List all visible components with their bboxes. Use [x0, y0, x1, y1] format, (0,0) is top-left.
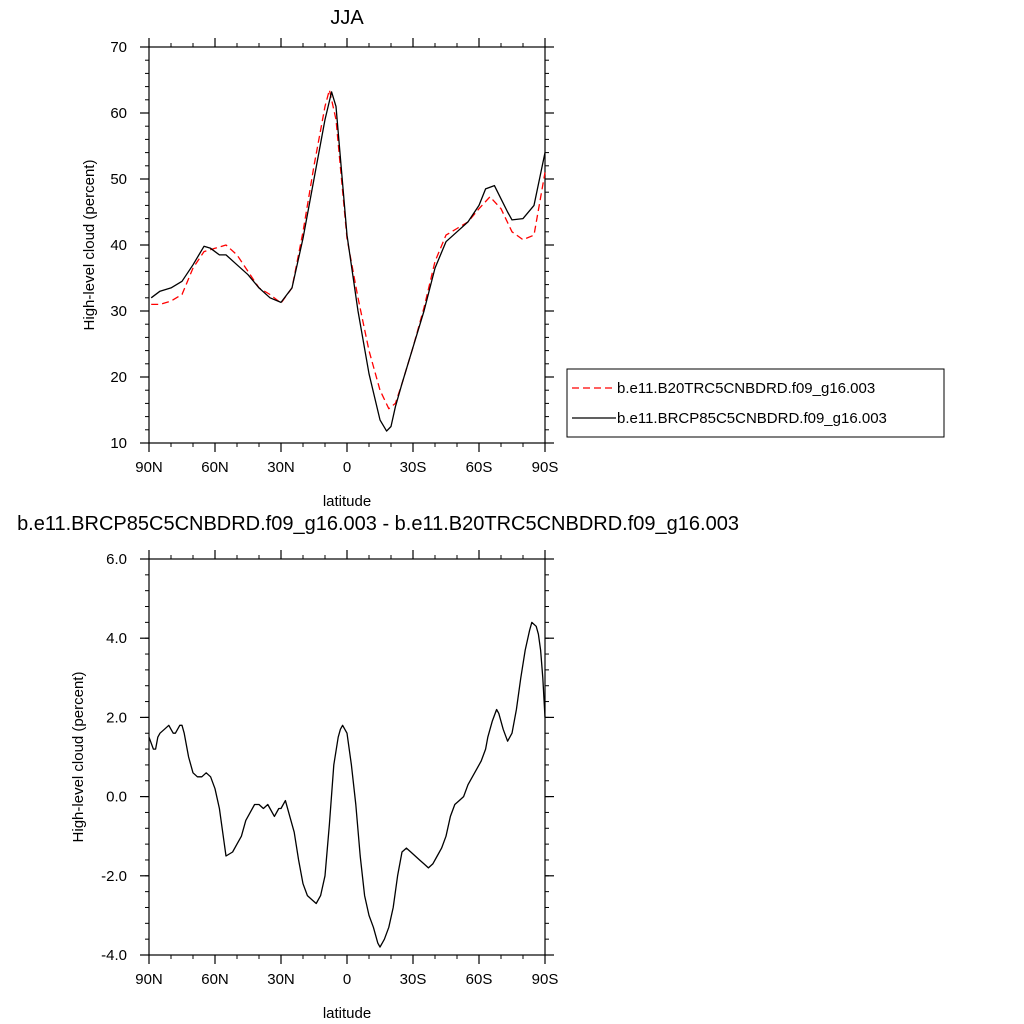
top-x-axis-label: latitude [323, 493, 371, 510]
bottom-x-axis-label: latitude [323, 1005, 371, 1022]
legend-box [566, 368, 945, 438]
bottom-x-tick-label: 0 [343, 971, 351, 988]
top-x-tick-label: 60S [466, 459, 493, 476]
bottom-panel: b.e11.BRCP85C5CNBDRD.f09_g16.003 - b.e11… [17, 513, 739, 1022]
bottom-y-axis-label: High-level cloud (percent) [70, 672, 87, 843]
top-y-tick-label: 20 [110, 369, 127, 386]
bottom-series-line-0 [148, 621, 546, 948]
top-x-tick-label: 90S [532, 459, 559, 476]
legend: b.e11.B20TRC5CNBDRD.f09_g16.003 b.e11.BR… [566, 368, 945, 438]
top-y-tick-label: 60 [110, 105, 127, 122]
top-panel: JJA 90N 60N 30N 0 30S 60S 90S 10 20 30 40 50 60 70 la… [81, 7, 945, 510]
top-plot-area: 90N 60N 30N 0 30S 60S 90S 10 20 30 40 50 60 70 [110, 38, 558, 476]
top-x-tick-label: 30S [400, 459, 427, 476]
bottom-x-tick-label: 30N [267, 971, 295, 988]
legend-label-historical: b.e11.B20TRC5CNBDRD.f09_g16.003 [617, 380, 875, 397]
bottom-y-tick-label: 4.0 [106, 630, 127, 647]
top-x-tick-label: 0 [343, 459, 351, 476]
top-x-tick-label: 60N [201, 459, 229, 476]
bottom-y-tick-label: 0.0 [106, 789, 127, 806]
top-y-tick-label: 50 [110, 171, 127, 188]
top-x-tick-label: 90N [135, 459, 163, 476]
bottom-y-tick-label: -2.0 [101, 868, 127, 885]
bottom-y-tick-label: -4.0 [101, 947, 127, 964]
bottom-chart-title: b.e11.BRCP85C5CNBDRD.f09_g16.003 - b.e11… [17, 513, 739, 535]
top-y-tick-label: 70 [110, 39, 127, 56]
top-chart-title: JJA [330, 7, 364, 29]
bottom-x-tick-label: 60N [201, 971, 229, 988]
bottom-y-tick-label: 2.0 [106, 709, 127, 726]
bottom-x-tick-label: 30S [400, 971, 427, 988]
top-series-line-1 [150, 91, 546, 432]
top-x-tick-label: 30N [267, 459, 295, 476]
top-y-axis-label: High-level cloud (percent) [81, 160, 98, 331]
bottom-x-tick-label: 90N [135, 971, 163, 988]
bottom-y-tick-label: 6.0 [106, 551, 127, 568]
legend-label-rcp85: b.e11.BRCP85C5CNBDRD.f09_g16.003 [617, 410, 887, 427]
top-y-tick-label: 30 [110, 303, 127, 320]
bottom-x-tick-label: 90S [532, 971, 559, 988]
bottom-x-tick-label: 60S [466, 971, 493, 988]
top-y-tick-label: 40 [110, 237, 127, 254]
bottom-plot-area: 90N 60N 30N 0 30S 60S 90S -4.0 -2.0 0.0 2.0 4.0 6.0 [101, 550, 558, 988]
top-y-tick-label: 10 [110, 435, 127, 452]
